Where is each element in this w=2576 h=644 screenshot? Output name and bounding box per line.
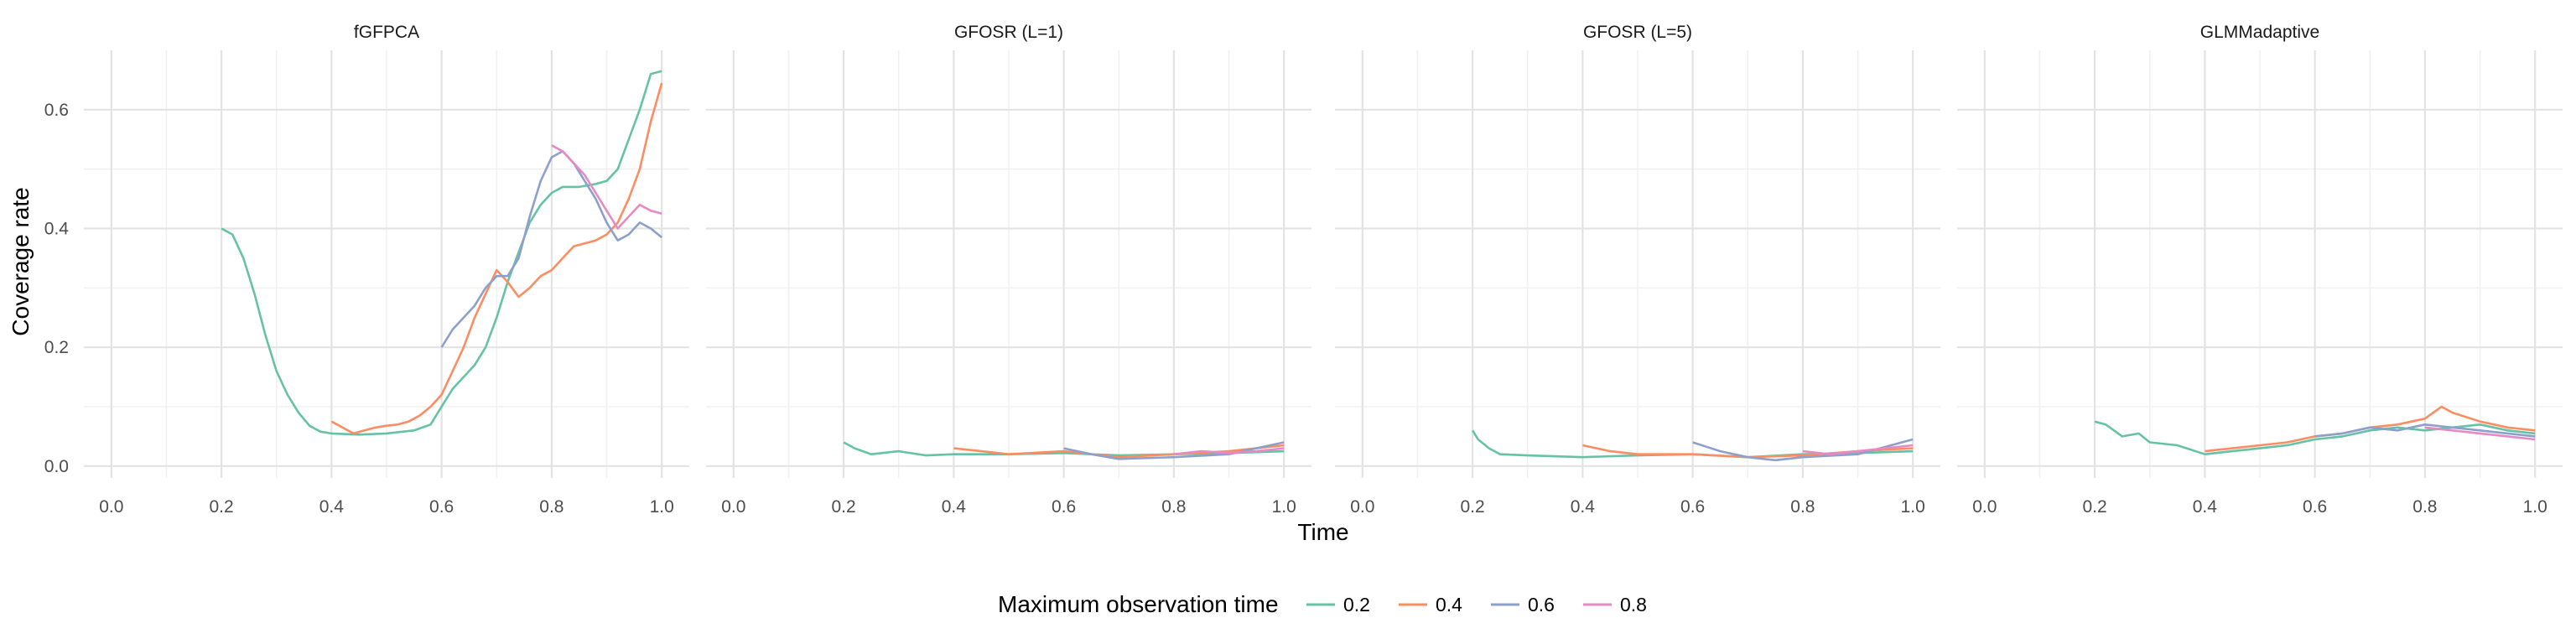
x-tick-label: 0.0 <box>1350 497 1374 517</box>
legend-label: 0.8 <box>1620 594 1647 615</box>
x-tick-label: 0.6 <box>1052 497 1076 517</box>
panel-2: GFOSR (L=1) 0.0 0.2 0.4 0.6 0.8 1.0 <box>706 23 1311 517</box>
y-tick-label: 0.0 <box>44 457 69 476</box>
x-tick-label: 0.8 <box>2412 497 2437 517</box>
x-tick-label: 0.2 <box>209 497 233 517</box>
x-tick-label: 0.8 <box>1790 497 1815 517</box>
panel-title: GFOSR (L=5) <box>1583 23 1692 42</box>
legend-label: 0.6 <box>1528 594 1555 615</box>
legend-item: 0.8 <box>1583 594 1647 615</box>
panel-1: fGFPCA 0.0 0.2 0.4 0.6 0.8 1.0 0.0 0.2 0.4 0.6 <box>44 23 689 517</box>
x-tick-label: 0.6 <box>429 497 454 517</box>
x-tick-label: 0.4 <box>1571 497 1596 517</box>
series-line-0_6 <box>1692 438 1914 462</box>
y-tick-label: 0.4 <box>44 220 70 239</box>
series-line-0_4 <box>330 82 663 435</box>
x-tick-label: 0.8 <box>1161 497 1186 517</box>
series-line-0_8 <box>1173 447 1285 455</box>
x-tick-label: 0.8 <box>539 497 564 517</box>
x-axis-title: Time <box>1297 519 1348 545</box>
x-tick-label: 0.2 <box>1460 497 1484 517</box>
legend-label: 0.2 <box>1343 594 1370 615</box>
series-line-0_4 <box>2205 405 2536 453</box>
x-tick-label: 0.6 <box>1680 497 1705 517</box>
x-tick-label: 0.0 <box>721 497 745 517</box>
legend-item: 0.4 <box>1399 594 1462 615</box>
panel-title: fGFPCA <box>354 23 419 42</box>
series-line-0_6 <box>440 150 663 348</box>
x-tick-label: 0.6 <box>2303 497 2327 517</box>
y-axis-title: Coverage rate <box>8 187 34 335</box>
legend-item: 0.2 <box>1306 594 1370 615</box>
x-tick-label: 1.0 <box>1272 497 1296 517</box>
panel-title: GFOSR (L=1) <box>954 23 1063 42</box>
legend-item: 0.6 <box>1491 594 1555 615</box>
series-line-0_6 <box>2314 423 2536 438</box>
x-tick-label: 0.2 <box>831 497 855 517</box>
x-tick-label: 0.0 <box>1972 497 1997 517</box>
x-tick-label: 0.4 <box>942 497 967 517</box>
y-tick-label: 0.2 <box>44 338 69 357</box>
legend-items: 0.2 0.4 0.6 0.8 <box>1306 594 1647 615</box>
series-line-0_2 <box>221 70 662 436</box>
x-tick-label: 0.0 <box>99 497 123 517</box>
x-tick-label: 0.4 <box>2193 497 2218 517</box>
panel-4: GLMMadaptive 0.0 0.2 0.4 0.6 0.8 1.0 <box>1957 23 2563 517</box>
series-line-0_8 <box>1802 444 1914 455</box>
series-line-0_8 <box>2424 426 2536 441</box>
x-tick-label: 1.0 <box>650 497 674 517</box>
x-tick-label: 0.2 <box>2082 497 2106 517</box>
y-tick-label: 0.6 <box>44 101 69 120</box>
panel-title: GLMMadaptive <box>2200 23 2319 42</box>
legend-label: 0.4 <box>1436 594 1462 615</box>
legend-title: Maximum observation time <box>998 591 1279 617</box>
x-tick-label: 1.0 <box>2523 497 2547 517</box>
x-tick-label: 0.4 <box>319 497 345 517</box>
legend: Maximum observation time 0.2 0.4 0.6 0.8 <box>998 591 1647 617</box>
panel-3: GFOSR (L=5) 0.0 0.2 0.4 0.6 0.8 1.0 <box>1335 23 1940 517</box>
x-tick-label: 1.0 <box>1901 497 1925 517</box>
series-line-0_8 <box>551 144 662 230</box>
